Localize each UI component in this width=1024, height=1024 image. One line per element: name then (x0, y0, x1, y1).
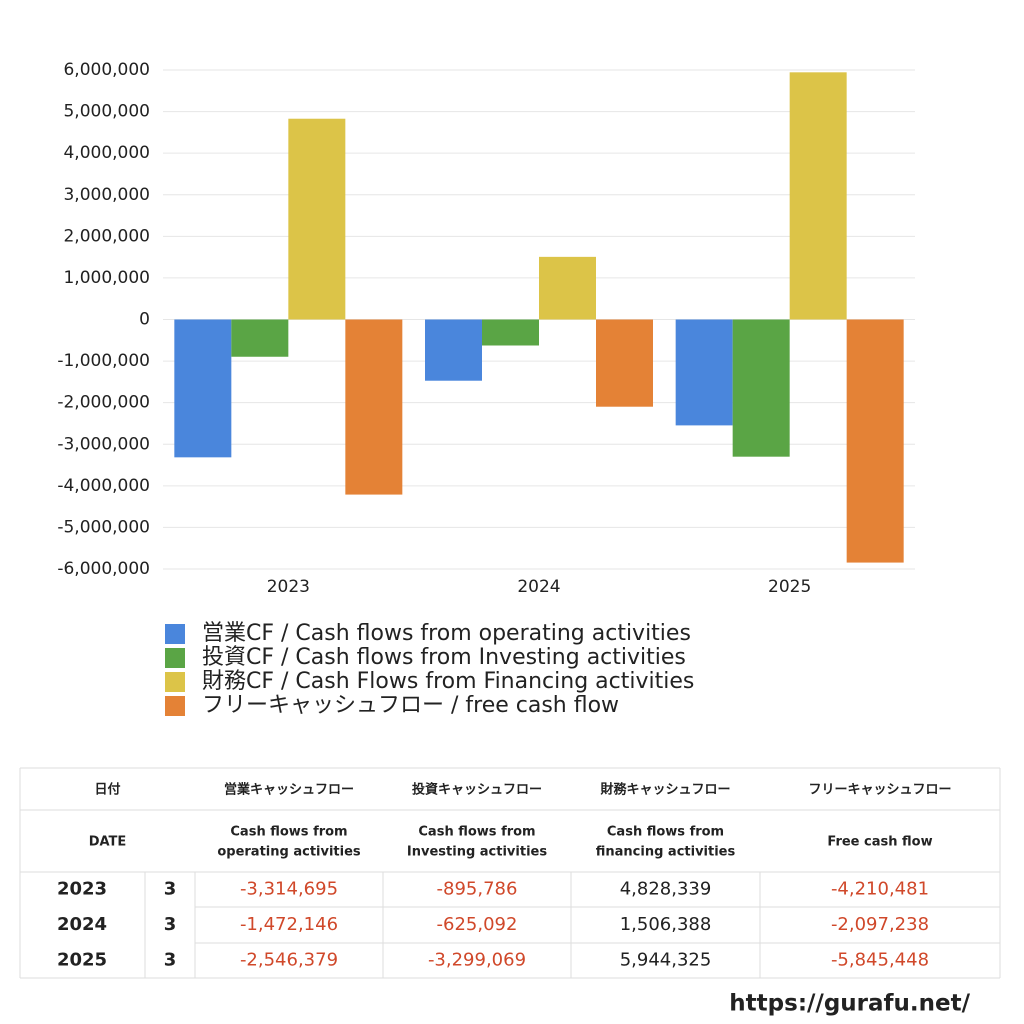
bar (675, 319, 733, 426)
x-tick-label: 2024 (517, 577, 560, 597)
y-tick-label: 4,000,000 (63, 143, 150, 163)
legend-swatch (165, 624, 185, 644)
y-tick-label: -6,000,000 (57, 559, 150, 579)
table-cell: -2,546,379 (240, 950, 338, 971)
y-tick-label: -3,000,000 (57, 434, 150, 454)
table-cell: 4,828,339 (620, 879, 712, 900)
y-tick-label: 2,000,000 (63, 226, 150, 246)
x-tick-label: 2023 (267, 577, 310, 597)
y-tick-label: 3,000,000 (63, 185, 150, 205)
table-cell: 2025 (57, 950, 107, 971)
y-tick-label: 0 (139, 310, 150, 330)
legend-swatch (165, 672, 185, 692)
bar (231, 319, 289, 357)
table-cell: -3,299,069 (428, 950, 526, 971)
bar (539, 256, 596, 320)
table-cell: -625,092 (437, 914, 518, 935)
y-tick-label: -5,000,000 (57, 517, 150, 537)
table-cell: 3 (164, 879, 177, 900)
column-header-ja: フリーキャッシュフロー (808, 783, 951, 798)
legend-label: 営業CF / Cash flows from operating activit… (202, 621, 691, 646)
column-header-en: Investing activities (407, 845, 547, 860)
bar (425, 319, 482, 381)
table-cell: -895,786 (437, 879, 518, 900)
bar (174, 319, 232, 458)
y-tick-label: 5,000,000 (63, 102, 150, 122)
table-cell: -1,472,146 (240, 914, 338, 935)
legend-label: 投資CF / Cash flows from Investing activit… (202, 645, 686, 670)
legend-label: 財務CF / Cash Flows from Financing activit… (202, 669, 694, 694)
table-cell: 3 (164, 950, 177, 971)
y-tick-label: -2,000,000 (57, 393, 150, 413)
legend-swatch (165, 648, 185, 668)
table-cell: -4,210,481 (831, 879, 929, 900)
y-tick-label: -4,000,000 (57, 476, 150, 496)
bar (288, 118, 346, 320)
site-url: https://gurafu.net/ (729, 991, 970, 1017)
bar (345, 319, 403, 495)
table-cell: -2,097,238 (831, 914, 929, 935)
bar (732, 319, 790, 457)
table-cell: -3,314,695 (240, 879, 338, 900)
column-header-en: financing activities (596, 845, 736, 860)
table-cell: 3 (164, 914, 177, 935)
legend-swatch (165, 696, 185, 716)
table-cell: -5,845,448 (831, 950, 929, 971)
column-header-en: Cash flows from (418, 825, 535, 840)
bar (596, 319, 653, 407)
table-cell: 2023 (57, 879, 107, 900)
y-tick-label: 6,000,000 (63, 60, 150, 80)
column-header-en: operating activities (217, 845, 361, 860)
column-header-en: Cash flows from (230, 825, 347, 840)
bar (482, 319, 539, 346)
table-cell: 1,506,388 (620, 914, 712, 935)
bar (789, 72, 847, 320)
legend-label: フリーキャッシュフロー / free cash flow (202, 693, 619, 718)
bar (846, 319, 904, 563)
column-header-en: Free cash flow (827, 835, 932, 850)
table-cell: 2024 (57, 914, 107, 935)
column-header-ja: 営業キャッシュフロー (224, 782, 354, 798)
column-header-ja: 投資キャッシュフロー (412, 782, 542, 798)
y-tick-label: -1,000,000 (57, 351, 150, 371)
column-header-ja: 財務キャッシュフロー (599, 782, 730, 798)
column-header-en: Cash flows from (607, 825, 724, 840)
y-tick-label: 1,000,000 (63, 268, 150, 288)
column-header-ja: 日付 (94, 782, 120, 798)
x-tick-label: 2025 (768, 577, 811, 597)
column-header-en: DATE (89, 835, 127, 850)
table-cell: 5,944,325 (620, 950, 712, 971)
